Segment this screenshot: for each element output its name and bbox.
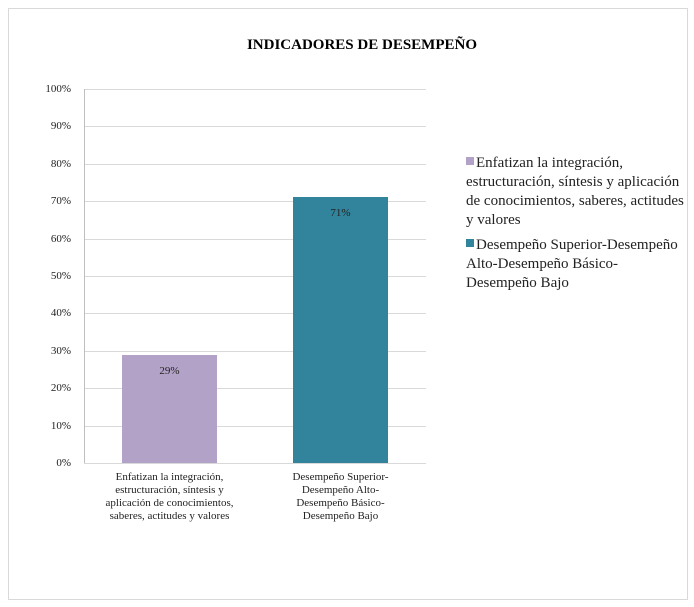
x-tick-label: Enfatizan la integración, estructuración… — [105, 471, 234, 522]
y-tick-label: 30% — [50, 344, 71, 357]
grid-line — [84, 350, 426, 352]
x-tick-label: Desempeño Superior-Desempeño Alto-Desemp… — [292, 471, 389, 522]
grid-line — [84, 425, 426, 427]
legend-label: Desempeño Superior-Desempeño Alto-Desemp… — [466, 237, 678, 291]
y-tick-label: 70% — [50, 195, 71, 208]
chart-title: INDICADORES DE DESEMPEÑO — [246, 37, 478, 53]
legend-swatch — [466, 157, 474, 165]
grid-line — [84, 201, 426, 203]
grid-line — [84, 163, 426, 165]
grid-line — [84, 89, 426, 90]
grid-line — [84, 388, 426, 390]
y-tick-label: 0% — [56, 457, 71, 469]
value-label: 29% — [159, 364, 180, 377]
legend-entry: Enfatizan la integración, estructuración… — [466, 154, 686, 230]
y-tick-label: 10% — [50, 419, 71, 432]
y-axis — [84, 89, 85, 463]
legend-swatch — [466, 239, 474, 247]
y-tick-label: 50% — [50, 270, 71, 282]
y-tick-label: 80% — [50, 157, 71, 170]
legend-label: Enfatizan la integración, estructuración… — [466, 155, 684, 228]
grid-line — [84, 313, 426, 315]
y-tick-label: 20% — [50, 382, 71, 395]
grid-line — [84, 238, 426, 240]
y-tick-label: 40% — [50, 307, 71, 320]
bar — [292, 197, 389, 463]
y-tick-label: 60% — [50, 232, 71, 245]
y-tick-label: 90% — [50, 120, 71, 133]
chart: INDICADORES DE DESEMPEÑO 0% 10% 20% 30% 40% 5… — [8, 8, 688, 600]
bar — [121, 354, 218, 463]
grid-line — [84, 126, 426, 128]
y-tick-label: 100% — [45, 83, 71, 95]
legend-entry: Desempeño Superior-Desempeño Alto-Desemp… — [466, 236, 686, 293]
grid-line — [84, 276, 426, 277]
value-label: 71% — [330, 207, 351, 220]
grid-line — [84, 463, 426, 464]
